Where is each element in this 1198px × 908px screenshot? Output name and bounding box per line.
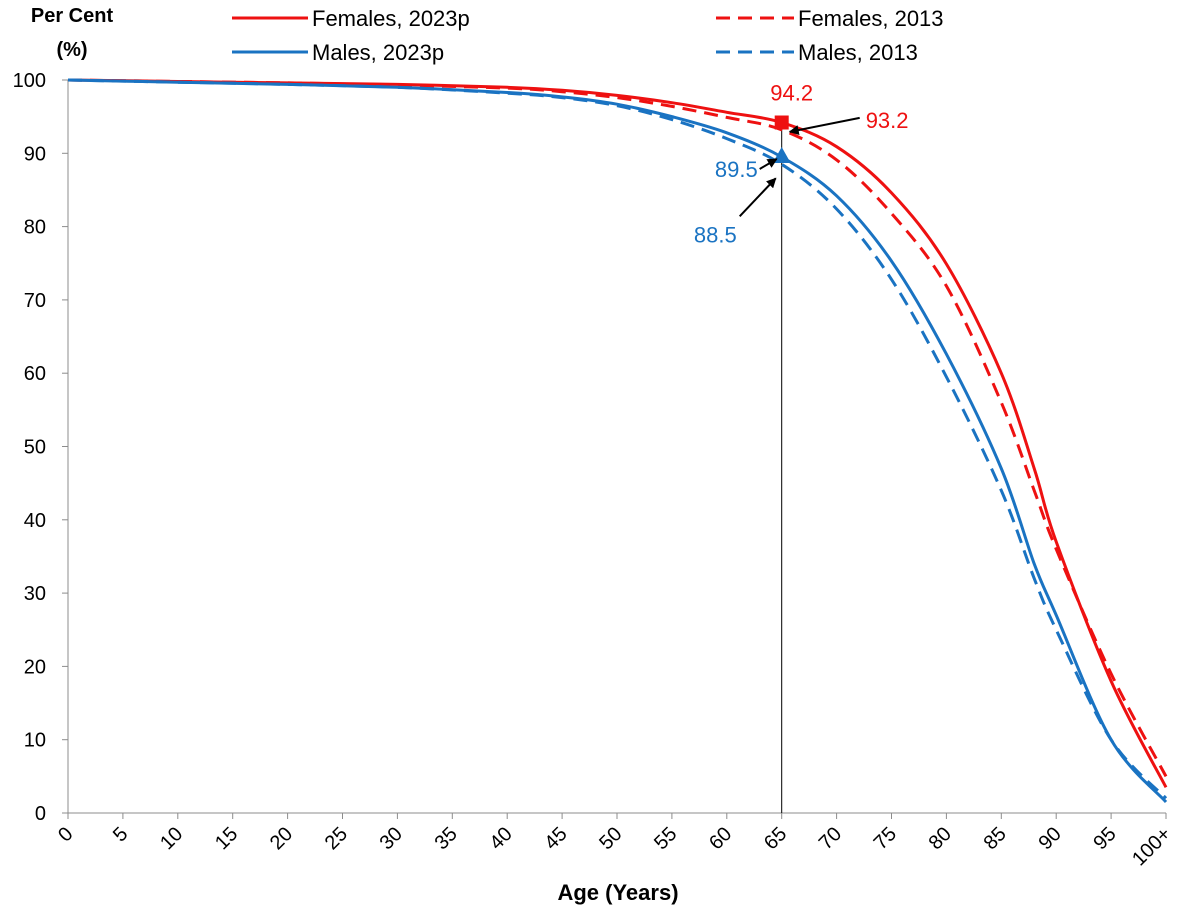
x-ticks: 0 5 10 15 20 25 30 35 40 45 50 55 60 65 70 75 80 85 90 95 10… — [54, 813, 1176, 870]
x-tick-label: 90 — [1034, 823, 1065, 854]
y-tick-label: 60 — [24, 363, 46, 385]
annotation-label: 94.2 — [770, 81, 813, 106]
plot-area: 0 10 20 30 40 50 60 70 80 90 100 0 5 10 15 20 25 30 35 40 4… — [13, 70, 1176, 870]
x-axis-title: Age (Years) — [557, 880, 678, 905]
series-line-males-2023p — [67, 78, 1168, 804]
x-tick-label: 80 — [925, 823, 956, 854]
y-tick-label: 20 — [24, 656, 46, 678]
y-tick-label: 50 — [24, 437, 46, 459]
x-tick-label: 85 — [980, 823, 1011, 854]
series-line-males-2013 — [67, 78, 1168, 800]
y-tick-label: 70 — [24, 290, 46, 312]
annotation-arrow — [759, 158, 778, 170]
legend-label: Females, 2013 — [798, 6, 944, 31]
annotation-arrow — [738, 177, 777, 217]
legend-label: Males, 2023p — [312, 40, 444, 65]
x-tick-label: 10 — [156, 823, 187, 854]
x-tick-label: 35 — [431, 823, 462, 854]
legend-label: Females, 2023p — [312, 6, 470, 31]
y-axis-title-line1: Per Cent — [31, 5, 114, 27]
x-tick-label: 60 — [705, 823, 736, 854]
y-ticks: 0 10 20 30 40 50 60 70 80 90 100 — [13, 70, 68, 825]
series-lines — [67, 78, 1168, 804]
x-tick-label: 95 — [1089, 823, 1120, 854]
x-tick-label: 55 — [650, 823, 681, 854]
annotation-label: 93.2 — [866, 108, 909, 133]
y-tick-label: 90 — [24, 143, 46, 165]
x-tick-label: 50 — [595, 823, 626, 854]
legend: Females, 2023p Females, 2013 Males, 2023p M… — [232, 6, 944, 65]
x-tick-label: 0 — [54, 823, 77, 846]
x-tick-label: 70 — [815, 823, 846, 854]
y-tick-label: 100 — [13, 70, 46, 92]
x-tick-label: 15 — [211, 823, 242, 854]
y-tick-label: 30 — [24, 583, 46, 605]
y-tick-label: 10 — [24, 730, 46, 752]
x-tick-label: 65 — [760, 823, 791, 854]
x-tick-label: 30 — [376, 823, 407, 854]
y-tick-label: 80 — [24, 217, 46, 239]
annotation-arrow — [788, 116, 860, 135]
y-axis-title-line2: (%) — [56, 39, 87, 61]
annotation-label: 89.5 — [715, 157, 758, 182]
x-tick-label: 45 — [540, 823, 571, 854]
series-line-females-2013 — [67, 78, 1168, 778]
x-tick-label: 75 — [870, 823, 901, 854]
axis-titles: Per Cent (%) Age (Years) — [31, 5, 679, 905]
series-line-females-2023p — [67, 78, 1168, 788]
annotation-label: 88.5 — [694, 222, 737, 247]
x-tick-label: 25 — [321, 823, 352, 854]
x-tick-label: 100+ — [1128, 823, 1175, 870]
y-tick-label: 0 — [35, 803, 46, 825]
marker-square — [774, 115, 789, 130]
x-tick-label: 20 — [266, 823, 297, 854]
legend-label: Males, 2013 — [798, 40, 918, 65]
annotations: 94.2 93.2 89.5 88.5 — [694, 81, 909, 248]
x-tick-label: 5 — [109, 823, 132, 846]
x-tick-label: 40 — [485, 823, 516, 854]
y-tick-label: 40 — [24, 510, 46, 532]
